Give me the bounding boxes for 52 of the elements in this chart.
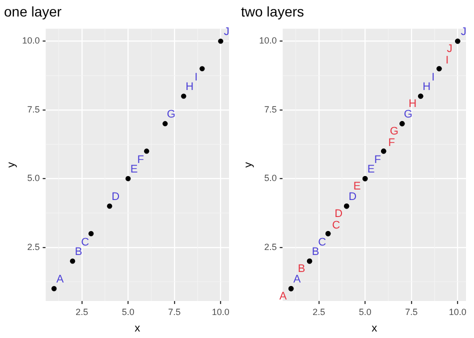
data-label: E bbox=[367, 164, 375, 176]
data-label: F bbox=[137, 154, 144, 166]
data-label: A bbox=[293, 274, 302, 286]
x-axis-title: x bbox=[134, 322, 141, 334]
y-axis-title: y bbox=[242, 162, 255, 168]
y-tick-label: 10.0 bbox=[259, 36, 277, 46]
data-label: H bbox=[422, 81, 431, 94]
y-tick-label: 5.0 bbox=[264, 173, 277, 184]
data-label: G bbox=[166, 108, 176, 121]
data-label: C bbox=[318, 236, 326, 249]
x-tick-label: 5.0 bbox=[358, 306, 372, 317]
data-label: D bbox=[334, 208, 343, 220]
x-tick-label: 2.5 bbox=[312, 306, 326, 317]
y-tick-label: 10.0 bbox=[22, 36, 40, 46]
data-label: H bbox=[186, 81, 194, 94]
data-label: B bbox=[312, 246, 320, 258]
data-label: F bbox=[388, 137, 396, 150]
data-label: E bbox=[353, 180, 361, 193]
data-label: I bbox=[446, 54, 449, 67]
data-label: F bbox=[374, 154, 382, 166]
x-axis-title: x bbox=[372, 322, 378, 334]
data-label: J bbox=[460, 26, 466, 38]
data-label: J bbox=[224, 26, 230, 38]
y-tick-label: 7.5 bbox=[264, 104, 277, 114]
x-tick-label: 10.0 bbox=[448, 306, 466, 317]
y-tick-label: 2.5 bbox=[264, 242, 277, 252]
y-tick-label: 5.0 bbox=[27, 173, 40, 184]
y-tick-label: 2.5 bbox=[27, 242, 40, 252]
x-tick-label: 7.5 bbox=[168, 306, 181, 317]
chart-title: two layers bbox=[241, 3, 304, 20]
data-label: C bbox=[81, 236, 90, 249]
y-tick-label: 7.5 bbox=[27, 104, 40, 114]
data-label: G bbox=[390, 126, 398, 138]
data-label: A bbox=[56, 274, 64, 286]
data-label: C bbox=[332, 220, 340, 232]
data-label: G bbox=[404, 108, 412, 121]
chart-title: one layer bbox=[4, 3, 62, 20]
x-tick-label: 10.0 bbox=[212, 306, 230, 317]
data-label: J bbox=[446, 43, 452, 56]
x-tick-label: 2.5 bbox=[76, 306, 88, 317]
data-label: A bbox=[279, 290, 288, 303]
y-axis-title: y bbox=[6, 162, 18, 168]
data-label: E bbox=[130, 164, 138, 176]
data-label: B bbox=[298, 263, 306, 276]
x-tick-label: 5.0 bbox=[122, 306, 134, 317]
data-label: I bbox=[194, 72, 198, 84]
data-label: I bbox=[432, 72, 435, 84]
data-label: D bbox=[348, 191, 357, 204]
data-label: D bbox=[112, 191, 120, 204]
x-tick-label: 7.5 bbox=[405, 306, 418, 317]
data-label: H bbox=[408, 98, 417, 110]
data-label: B bbox=[74, 246, 82, 258]
